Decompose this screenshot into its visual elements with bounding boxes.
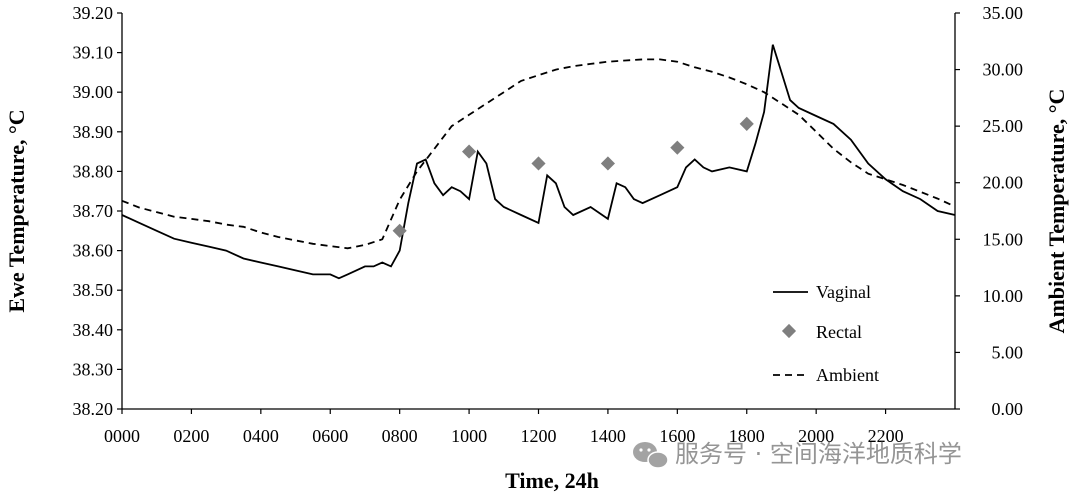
y-left-tick-label: 38.50	[73, 280, 114, 300]
rectal-marker	[462, 144, 477, 159]
y-axis-right-title: Ambient Temperature, °C	[1044, 89, 1069, 334]
series-markers-rectal	[392, 116, 754, 238]
legend: Vaginal Rectal Ambient	[773, 282, 879, 385]
x-tick-label: 1200	[521, 426, 557, 446]
legend-label-ambient: Ambient	[816, 365, 879, 385]
legend-marker-rectal	[781, 323, 797, 339]
rectal-marker	[392, 223, 407, 238]
y-left-tick-label: 39.10	[73, 43, 114, 63]
y-axis-right-ticks: 0.00 5.00 10.00 15.00 20.00 25.00 30.00 35.00	[955, 3, 1023, 419]
y-right-tick-label: 10.00	[983, 286, 1024, 306]
y-right-tick-label: 30.00	[983, 60, 1024, 80]
rectal-marker	[531, 156, 546, 171]
y-left-tick-label: 39.20	[73, 3, 114, 23]
x-tick-label: 1800	[729, 426, 765, 446]
rectal-marker	[739, 116, 754, 131]
y-right-tick-label: 25.00	[983, 116, 1024, 136]
y-left-tick-label: 38.60	[73, 241, 114, 261]
y-right-tick-label: 15.00	[983, 229, 1024, 249]
y-left-tick-label: 38.80	[73, 161, 114, 181]
y-right-tick-label: 0.00	[992, 399, 1024, 419]
watermark-text: 服务号 · 空间海洋地质科学	[675, 440, 962, 468]
x-tick-label: 2000	[798, 426, 834, 446]
legend-label-vaginal: Vaginal	[816, 282, 871, 302]
x-tick-label: 1400	[590, 426, 626, 446]
y-axis-left-title: Ewe Temperature, °C	[4, 109, 29, 312]
y-left-tick-label: 38.70	[73, 201, 114, 221]
x-tick-label: 1600	[659, 426, 695, 446]
y-axis-left-ticks: 38.20 38.30 38.40 38.50 38.60 38.70 38.80 38.90…	[73, 3, 122, 419]
x-tick-label: 0600	[312, 426, 348, 446]
x-tick-label: 0200	[173, 426, 209, 446]
legend-label-rectal: Rectal	[816, 322, 862, 342]
x-axis-title: Time, 24h	[505, 468, 599, 493]
watermark: 服务号 · 空间海洋地质科学	[633, 440, 962, 469]
y-right-tick-label: 20.00	[983, 173, 1024, 193]
x-tick-label: 0000	[104, 426, 140, 446]
y-left-tick-label: 39.00	[73, 82, 114, 102]
x-tick-label: 1000	[451, 426, 487, 446]
y-right-tick-label: 35.00	[983, 3, 1024, 23]
x-tick-label: 0400	[243, 426, 279, 446]
rectal-marker	[670, 140, 685, 155]
y-left-tick-label: 38.20	[73, 399, 114, 419]
rectal-marker	[600, 156, 615, 171]
x-axis-ticks: 0000 0200 0400 0600 0800 1000 1200 1400 1600 1800…	[104, 409, 904, 446]
x-tick-label: 0800	[382, 426, 418, 446]
y-left-tick-label: 38.30	[73, 359, 114, 379]
y-right-tick-label: 5.00	[992, 342, 1024, 362]
wechat-icon	[633, 442, 669, 469]
x-tick-label: 2200	[868, 426, 904, 446]
y-left-tick-label: 38.40	[73, 320, 114, 340]
series-line-vaginal	[121, 44, 956, 280]
y-left-tick-label: 38.90	[73, 122, 114, 142]
